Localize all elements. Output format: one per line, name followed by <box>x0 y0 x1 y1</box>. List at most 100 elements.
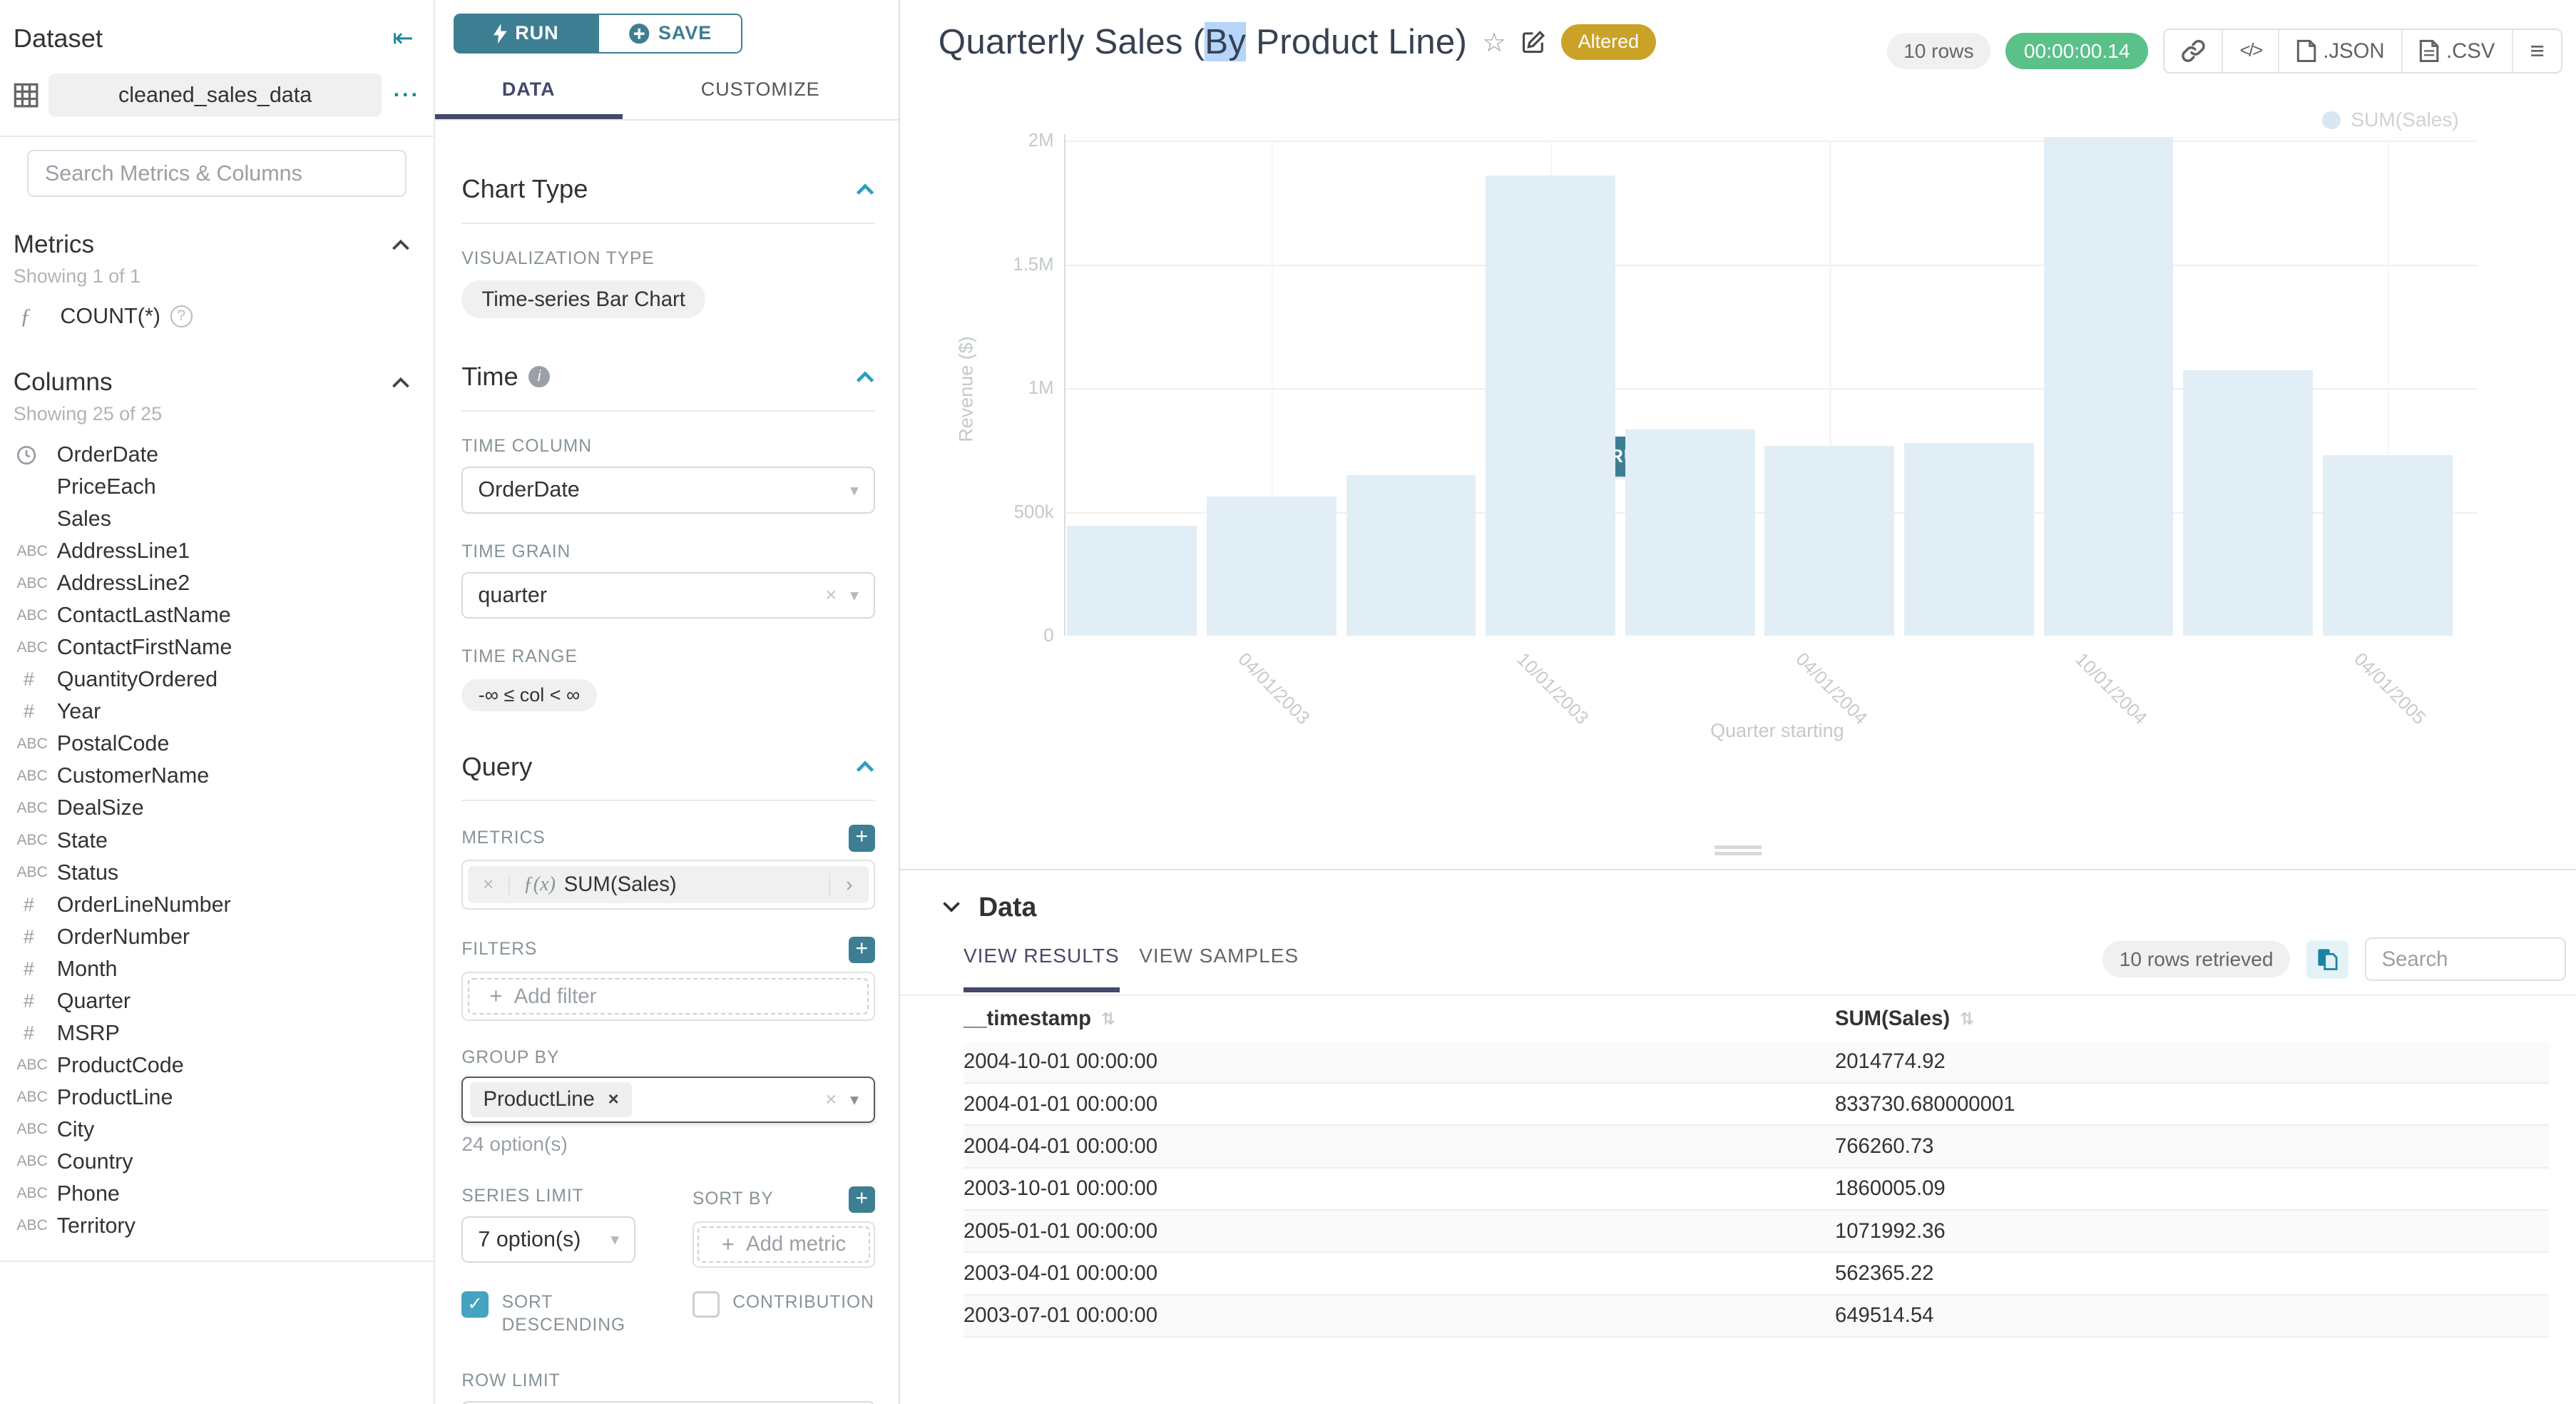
time-column-select[interactable]: OrderDate ▾ <box>461 467 876 514</box>
metric-item[interactable]: ƒ COUNT(*) ? <box>0 298 434 335</box>
tab-customize[interactable]: CUSTOMIZE <box>700 78 820 101</box>
row-limit-select[interactable]: 10000 × ▾ <box>461 1401 876 1404</box>
column-list-item[interactable]: ABC ContactLastName <box>0 599 434 631</box>
bar-2005-04-01[interactable] <box>2322 454 2453 636</box>
bar-2004-01-01[interactable] <box>1625 429 1755 636</box>
column-list-item[interactable]: ABC Status <box>0 857 434 889</box>
tab-view-samples[interactable]: VIEW SAMPLES <box>1139 944 1299 967</box>
column-list-item[interactable]: ABC City <box>0 1114 434 1146</box>
remove-metric-icon[interactable]: × <box>468 874 510 895</box>
altered-badge[interactable]: Altered <box>1561 24 1656 60</box>
column-list-item[interactable]: ABC Territory <box>0 1210 434 1242</box>
menu-icon: ≡ <box>2530 36 2545 65</box>
more-menu-button[interactable]: ≡ <box>2511 29 2561 73</box>
visualization-type-value[interactable]: Time-series Bar Chart <box>461 280 706 318</box>
column-list-item[interactable]: ABC CustomerName <box>0 760 434 792</box>
chevron-up-icon[interactable] <box>855 370 875 384</box>
gridline <box>1063 264 2478 266</box>
results-search-input[interactable] <box>2365 937 2566 982</box>
column-list-item[interactable]: ABC Country <box>0 1146 434 1178</box>
numeric-type-icon: # <box>23 668 34 691</box>
numeric-type-icon: # <box>23 925 34 947</box>
column-list-item[interactable]: # OrderLineNumber <box>0 889 434 921</box>
clear-icon[interactable]: × <box>824 1088 837 1111</box>
add-sort-metric-icon[interactable]: + <box>848 1186 876 1214</box>
chart-legend[interactable]: SUM(Sales) <box>2322 108 2459 131</box>
chart-canvas[interactable]: SUM(Sales) Revenue ($) Quarter starting … <box>899 108 2576 870</box>
column-list-item[interactable]: # QuantityOrdered <box>0 663 434 696</box>
column-list-item[interactable]: OrderDate <box>0 439 434 471</box>
chevron-up-icon[interactable] <box>855 760 875 773</box>
series-limit-select[interactable]: 7 option(s) ▾ <box>461 1216 636 1263</box>
metric-chip[interactable]: × ƒ(x) SUM(Sales) › <box>468 866 869 903</box>
chevron-up-icon[interactable] <box>855 183 875 196</box>
clear-icon[interactable]: × <box>824 584 837 606</box>
time-range-value[interactable]: -∞ ≤ col < ∞ <box>461 679 597 712</box>
column-list-item[interactable]: ABC PostalCode <box>0 728 434 760</box>
add-sort-metric-button[interactable]: + Add metric <box>697 1226 871 1263</box>
save-button[interactable]: SAVE <box>598 13 743 54</box>
group-by-select[interactable]: ProductLine × × ▾ <box>461 1076 876 1124</box>
dataset-options-icon[interactable]: ··· <box>393 82 421 107</box>
run-button[interactable]: RUN <box>453 13 599 54</box>
metrics-columns-search-input[interactable] <box>26 150 407 198</box>
bar-2004-04-01[interactable] <box>1764 446 1895 636</box>
column-list-item[interactable]: ABC ContactFirstName <box>0 631 434 663</box>
column-list-item[interactable]: # Month <box>0 953 434 985</box>
column-list-item[interactable]: PriceEach <box>0 471 434 503</box>
sort-descending-checkbox[interactable]: ✓ <box>461 1291 489 1318</box>
chevron-up-icon[interactable] <box>392 239 410 250</box>
bar-2003-01-01[interactable] <box>1067 525 1197 636</box>
bar-2005-01-01[interactable] <box>2183 370 2314 636</box>
bar-2003-07-01[interactable] <box>1346 474 1476 636</box>
add-filter-button[interactable]: + Add filter <box>468 977 869 1015</box>
chevron-down-icon[interactable] <box>941 900 961 914</box>
column-list-item[interactable]: ABC AddressLine2 <box>0 567 434 599</box>
dataset-name[interactable]: cleaned_sales_data <box>48 73 382 117</box>
tab-data[interactable]: DATA <box>434 78 623 119</box>
column-list-item[interactable]: ABC DealSize <box>0 792 434 824</box>
column-list-item[interactable]: ABC State <box>0 825 434 857</box>
column-list-item[interactable]: # Year <box>0 696 434 728</box>
numeric-type-icon: # <box>23 957 34 980</box>
column-list-item[interactable]: # OrderNumber <box>0 921 434 953</box>
time-grain-select[interactable]: quarter × ▾ <box>461 571 876 619</box>
chevron-right-icon[interactable]: › <box>828 873 869 897</box>
group-by-chip[interactable]: ProductLine × <box>469 1082 633 1117</box>
column-header-sum-sales[interactable]: SUM(Sales) <box>1834 1006 1951 1030</box>
cell-sum-sales: 1071992.36 <box>1834 1219 1946 1243</box>
copy-data-button[interactable] <box>2306 940 2349 979</box>
column-list-item[interactable]: ABC AddressLine1 <box>0 535 434 567</box>
column-list-item[interactable]: # MSRP <box>0 1017 434 1049</box>
collapse-sidebar-icon[interactable]: ⇤ <box>392 24 414 53</box>
column-list-item[interactable]: Sales <box>0 503 434 535</box>
column-list-item[interactable]: # Quarter <box>0 985 434 1017</box>
column-header-timestamp[interactable]: __timestamp <box>963 1006 1092 1030</box>
panel-resize-handle[interactable] <box>1714 845 1762 859</box>
bar-2003-04-01[interactable] <box>1207 497 1336 636</box>
bar-2004-10-01[interactable] <box>2043 136 2174 636</box>
tab-view-results[interactable]: VIEW RESULTS <box>963 945 1120 992</box>
export-csv-button[interactable]: .CSV <box>2401 29 2512 73</box>
bar-2004-07-01[interactable] <box>1904 442 2034 636</box>
column-list-item[interactable]: ABC ProductLine <box>0 1082 434 1114</box>
bar-2003-10-01[interactable] <box>1486 175 1615 636</box>
add-filter-icon[interactable]: + <box>848 936 876 964</box>
time-header: Time <box>461 361 518 391</box>
add-metric-icon[interactable]: + <box>848 825 876 852</box>
edit-properties-icon[interactable] <box>1521 29 1546 54</box>
contribution-checkbox[interactable] <box>692 1291 720 1318</box>
remove-chip-icon[interactable]: × <box>608 1089 619 1109</box>
table-row: 2003-07-01 00:00:00 649514.54 <box>963 1295 2550 1338</box>
export-json-button[interactable]: .JSON <box>2278 29 2401 73</box>
column-list-item[interactable]: ABC Phone <box>0 1178 434 1210</box>
chevron-up-icon[interactable] <box>392 377 410 388</box>
page-title[interactable]: Quarterly Sales (By Product Line) <box>938 22 1468 62</box>
column-list-item[interactable]: ABC ProductCode <box>0 1049 434 1082</box>
favorite-star-icon[interactable]: ☆ <box>1482 26 1506 57</box>
share-link-button[interactable] <box>2164 30 2222 72</box>
sort-icon[interactable]: ⇅ <box>1101 1009 1115 1028</box>
sort-icon[interactable]: ⇅ <box>1960 1009 1974 1028</box>
y-axis-tick-label: 1.5M <box>1013 254 1054 275</box>
embed-code-button[interactable]: </> <box>2222 29 2278 73</box>
